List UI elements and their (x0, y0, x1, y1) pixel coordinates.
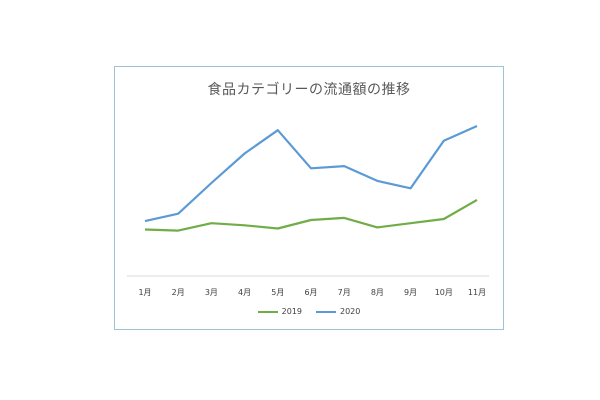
legend-item-2020[interactable]: 2020 (316, 307, 360, 316)
series-layer (144, 124, 478, 232)
x-tick-label: 8月 (371, 288, 384, 297)
x-tick-label: 9月 (404, 288, 417, 297)
legend-swatch-2019 (257, 310, 278, 313)
x-tick-labels: 1月 2月 3月 4月 5月 6月 7月 8月 9月 10月 11月 (138, 288, 486, 297)
x-tick-label: 11月 (468, 288, 486, 297)
line-chart: 1月 2月 3月 4月 5月 6月 7月 8月 9月 10月 11月 (127, 124, 489, 297)
x-tick-label: 2月 (172, 288, 185, 297)
x-tick-label: 5月 (271, 288, 284, 297)
x-tick-label: 4月 (238, 288, 251, 297)
x-tick-label: 10月 (435, 288, 453, 297)
series-line-2019 (144, 198, 478, 232)
x-tick-label: 3月 (205, 288, 218, 297)
chart-title: 食品カテゴリーの流通額の推移 (207, 82, 411, 98)
x-tick-label: 6月 (304, 288, 317, 297)
x-tick-label: 1月 (138, 288, 151, 297)
legend-label-2020: 2020 (340, 307, 361, 316)
legend-label-2019: 2019 (281, 307, 302, 316)
legend: 2019 2020 (115, 307, 503, 316)
legend-swatch-2020 (316, 310, 336, 313)
legend-item-2019[interactable]: 2019 (257, 307, 302, 316)
series-line-2020 (144, 124, 478, 223)
chart-frame: 食品カテゴリーの流通額の推移 1月 2月 3月 4月 5月 6月 7月 8月 9月 10月 11月 … (114, 66, 504, 330)
x-tick-label: 7月 (338, 288, 351, 297)
